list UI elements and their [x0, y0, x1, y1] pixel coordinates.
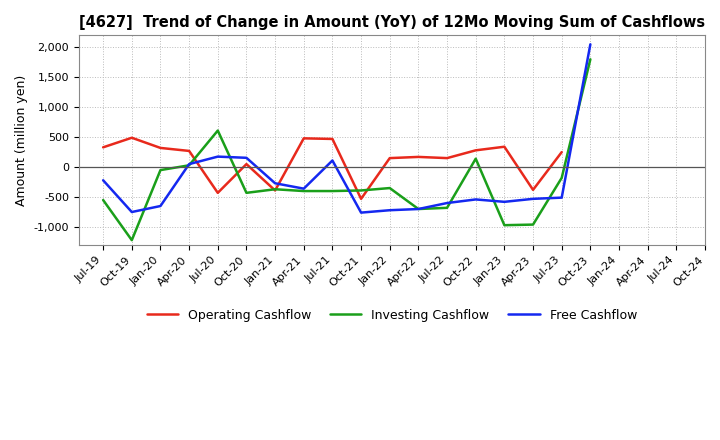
Investing Cashflow — [300, 188, 308, 194]
Investing Cashflow — [472, 156, 480, 161]
Free Cashflow — [185, 161, 194, 167]
Investing Cashflow — [328, 188, 337, 194]
Investing Cashflow — [443, 205, 451, 210]
Operating Cashflow — [528, 187, 537, 192]
Free Cashflow — [156, 203, 165, 209]
Title: [4627]  Trend of Change in Amount (YoY) of 12Mo Moving Sum of Cashflows: [4627] Trend of Change in Amount (YoY) o… — [78, 15, 705, 30]
Investing Cashflow — [185, 163, 194, 168]
Line: Free Cashflow: Free Cashflow — [103, 44, 590, 213]
Line: Operating Cashflow: Operating Cashflow — [103, 138, 562, 199]
Free Cashflow — [443, 200, 451, 205]
Investing Cashflow — [99, 198, 107, 203]
Operating Cashflow — [328, 136, 337, 142]
Free Cashflow — [586, 42, 595, 47]
Investing Cashflow — [127, 238, 136, 243]
Investing Cashflow — [557, 175, 566, 180]
Legend: Operating Cashflow, Investing Cashflow, Free Cashflow: Operating Cashflow, Investing Cashflow, … — [142, 304, 642, 327]
Investing Cashflow — [586, 57, 595, 62]
Free Cashflow — [328, 158, 337, 163]
Free Cashflow — [414, 206, 423, 212]
Investing Cashflow — [385, 185, 394, 191]
Operating Cashflow — [500, 144, 509, 149]
Free Cashflow — [127, 209, 136, 215]
Operating Cashflow — [213, 190, 222, 195]
Operating Cashflow — [443, 155, 451, 161]
Investing Cashflow — [156, 168, 165, 173]
Free Cashflow — [557, 195, 566, 200]
Free Cashflow — [500, 199, 509, 205]
Investing Cashflow — [414, 206, 423, 212]
Operating Cashflow — [300, 136, 308, 141]
Investing Cashflow — [242, 190, 251, 195]
Operating Cashflow — [185, 148, 194, 154]
Line: Investing Cashflow: Investing Cashflow — [103, 59, 590, 240]
Free Cashflow — [528, 196, 537, 202]
Operating Cashflow — [127, 135, 136, 140]
Investing Cashflow — [213, 128, 222, 133]
Operating Cashflow — [99, 145, 107, 150]
Y-axis label: Amount (million yen): Amount (million yen) — [15, 74, 28, 206]
Free Cashflow — [300, 186, 308, 191]
Operating Cashflow — [271, 188, 279, 193]
Operating Cashflow — [414, 154, 423, 160]
Operating Cashflow — [472, 148, 480, 153]
Operating Cashflow — [356, 196, 365, 202]
Operating Cashflow — [557, 150, 566, 155]
Free Cashflow — [472, 197, 480, 202]
Investing Cashflow — [271, 187, 279, 192]
Investing Cashflow — [356, 188, 365, 193]
Free Cashflow — [271, 181, 279, 186]
Operating Cashflow — [242, 161, 251, 167]
Investing Cashflow — [500, 223, 509, 228]
Free Cashflow — [242, 155, 251, 161]
Free Cashflow — [385, 208, 394, 213]
Free Cashflow — [99, 178, 107, 183]
Free Cashflow — [213, 154, 222, 159]
Investing Cashflow — [528, 222, 537, 227]
Operating Cashflow — [156, 145, 165, 150]
Operating Cashflow — [385, 155, 394, 161]
Free Cashflow — [356, 210, 365, 215]
